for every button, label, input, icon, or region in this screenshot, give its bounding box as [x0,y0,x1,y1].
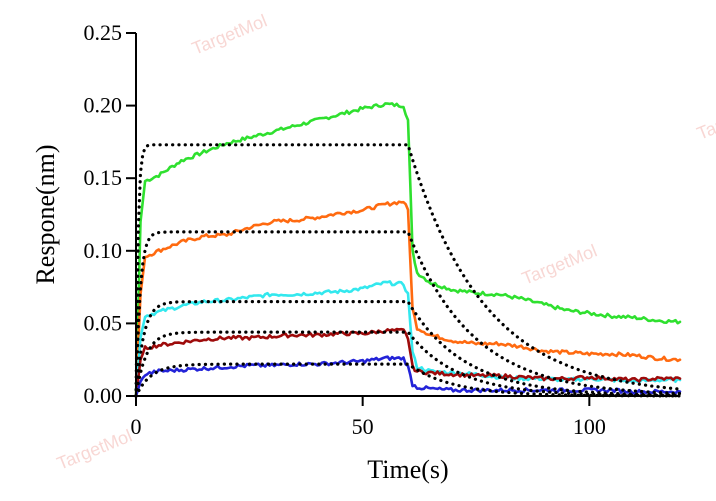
fit-curve-7 [134,300,682,398]
watermark-text: TargetMol [189,11,270,59]
x-tick-label: 50 [352,414,374,439]
fit-curve-5 [134,143,682,398]
y-tick-label: 0.25 [84,20,123,45]
y-tick-label: 0.15 [84,165,123,190]
watermark-text: TargetMol [519,241,600,289]
watermark-text: TargetMol [694,96,716,144]
x-tick-label: 0 [131,414,142,439]
fit-curve-6 [134,230,682,398]
data-series-line-0 [134,102,682,398]
ticks-layer: 0.00 0.05 0.10 0.15 0.20 0.25 0 50 100 [84,20,606,439]
watermark-layer: TargetMol TargetMol TargetMol TargetMol [54,11,716,474]
series-layer [134,102,682,398]
y-tick-label: 0.10 [84,238,123,263]
x-axis-title: Time(s) [367,455,448,484]
y-axis-title: Respone(nm) [31,144,60,284]
fit-curve-8 [134,330,682,398]
y-tick-label: 0.00 [84,383,123,408]
watermark-text: TargetMol [54,426,135,474]
x-tick-label: 100 [573,414,606,439]
data-series-line-1 [134,200,682,398]
data-series-line-3 [134,327,682,398]
data-series-line-4 [134,355,682,398]
y-tick-label: 0.20 [84,93,123,118]
y-tick-label: 0.05 [84,310,123,335]
